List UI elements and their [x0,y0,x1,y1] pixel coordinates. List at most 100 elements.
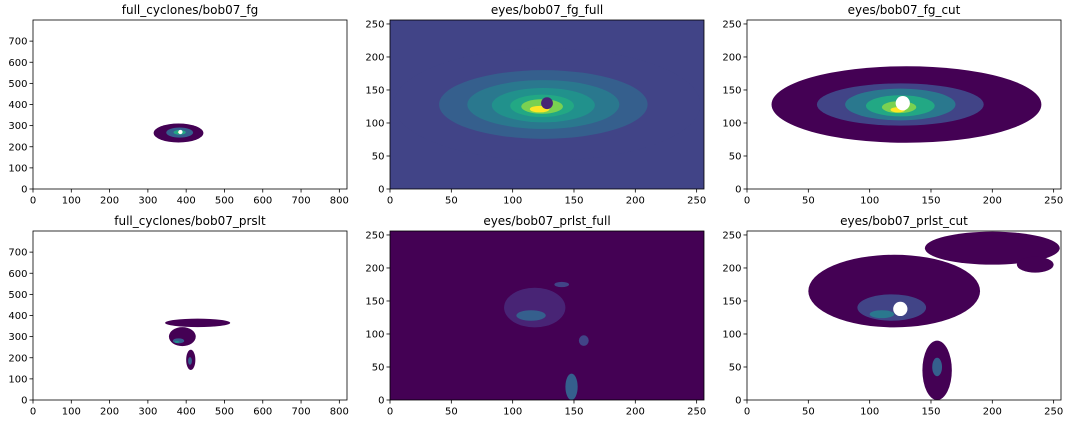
y-tick-label: 200 [365,263,384,274]
x-tick-label: 200 [983,407,1002,418]
cyclone-eye [895,96,910,111]
y-tick-label: 250 [365,230,384,241]
plot-area [165,318,231,371]
y-tick-label: 400 [8,100,27,111]
y-tick-label: 0 [735,185,741,196]
y-tick-label: 150 [365,85,384,96]
contour-level-3 [932,357,943,377]
y-tick-label: 0 [21,396,27,407]
contour-level-3 [516,310,546,321]
panel-title: eyes/bob07_prlst_full [483,214,610,228]
contour-level-1 [504,287,566,328]
y-tick-label: 200 [365,52,384,63]
cyclone-eye [541,97,553,110]
x-tick-label: 150 [564,196,583,207]
y-tick-label: 500 [8,79,27,90]
plot-area [390,231,704,400]
panel-eyes-fg-cut: eyes/bob07_fg_cut 0 50 100 150 200 250 0 50 100 1… [722,3,1063,207]
contour-level-3 [565,373,578,400]
contour-level-2 [554,281,570,288]
y-tick-label: 500 [8,290,27,301]
panel-title: eyes/bob07_fg_full [491,3,603,17]
contour-level-4 [869,310,895,319]
y-tick-label: 100 [8,374,27,385]
x-tick-label: 200 [626,407,645,418]
x-tick-label: 100 [62,407,81,418]
plot-area [390,20,704,189]
x-tick-label: 100 [860,407,879,418]
y-tick-label: 300 [8,332,27,343]
x-tick-label: 100 [860,196,879,207]
plot-area [153,123,204,143]
x-tick-label: 600 [253,196,272,207]
y-tick-label: 100 [722,118,741,129]
x-tick-label: 500 [215,196,234,207]
x-tick-label: 0 [744,196,750,207]
y-tick-label: 200 [722,52,741,63]
x-tick-label: 800 [330,407,349,418]
x-tick-label: 500 [215,407,234,418]
x-tick-label: 100 [62,196,81,207]
y-tick-label: 100 [365,329,384,340]
y-tick-label: 250 [722,230,741,241]
y-tick-label: 0 [21,185,27,196]
y-tick-label: 200 [722,263,741,274]
x-tick-label: 700 [292,196,311,207]
x-tick-label: 150 [921,196,940,207]
plot-area [808,231,1060,400]
y-tick-label: 100 [8,163,27,174]
x-tick-label: 400 [177,407,196,418]
contour-level-5 [174,340,180,343]
x-tick-label: 250 [1044,407,1063,418]
panel-title: full_cyclones/bob07_prslt [114,214,266,228]
panel-title: eyes/bob07_fg_cut [848,3,961,17]
axes-frame [746,230,1062,401]
x-tick-label: 0 [387,196,393,207]
y-tick-label: 150 [722,296,741,307]
y-tick-label: 700 [8,248,27,259]
y-tick-label: 250 [722,19,741,30]
x-tick-label: 300 [138,196,157,207]
axes-frame [389,19,705,190]
panel-eyes-prlst-cut: eyes/bob07_prlst_cut 0 50 100 150 200 250 0 50 1… [722,214,1063,418]
contour-level-0 [808,254,981,328]
y-tick-label: 200 [8,142,27,153]
contour-level-2 [578,335,589,346]
x-tick-label: 50 [445,407,458,418]
contour-level-0 [168,327,196,347]
y-tick-label: 250 [365,19,384,30]
x-tick-label: 200 [626,196,645,207]
x-tick-label: 100 [503,196,522,207]
y-tick-label: 50 [729,151,742,162]
y-tick-label: 700 [8,37,27,48]
axes-frame [746,19,1062,190]
y-tick-label: 400 [8,311,27,322]
x-tick-label: 0 [744,407,750,418]
contour-level-0 [165,318,231,328]
panel-title: full_cyclones/bob07_fg [122,3,258,17]
y-tick-label: 0 [378,185,384,196]
y-tick-label: 150 [722,85,741,96]
panel-eyes-fg-full: eyes/bob07_fg_full 0 50 100 150 200 250 0 50 100… [365,3,706,207]
cyclone-eye [893,301,908,317]
x-tick-label: 150 [564,407,583,418]
x-tick-label: 0 [30,407,36,418]
contour-level-3 [188,357,192,365]
x-tick-label: 250 [1044,196,1063,207]
y-tick-label: 100 [722,329,741,340]
x-tick-label: 400 [177,196,196,207]
panel-eyes-prlst-full: eyes/bob07_prlst_full 0 50 100 150 200 250 0 50… [365,214,706,418]
y-tick-label: 100 [365,118,384,129]
y-tick-label: 0 [378,396,384,407]
x-tick-label: 200 [983,196,1002,207]
y-tick-label: 50 [372,151,385,162]
x-tick-label: 250 [687,407,706,418]
y-tick-label: 300 [8,121,27,132]
x-tick-label: 0 [387,407,393,418]
contour-level-0 [1016,256,1054,273]
x-tick-label: 0 [30,196,36,207]
x-tick-label: 700 [292,407,311,418]
cyclone-eye [178,129,183,135]
x-tick-label: 150 [921,407,940,418]
